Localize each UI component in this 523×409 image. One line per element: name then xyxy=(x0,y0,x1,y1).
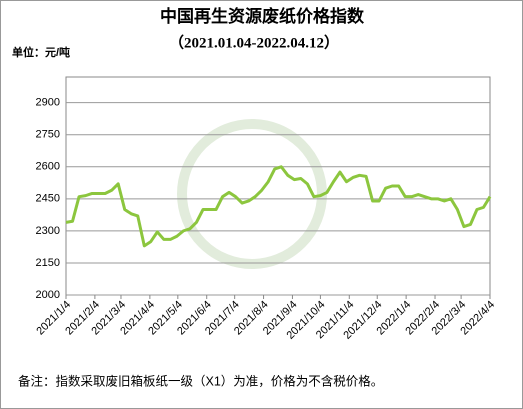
y-tick-label: 2000 xyxy=(36,289,60,301)
series-line xyxy=(65,165,492,248)
y-tick-label: 2150 xyxy=(36,257,60,269)
chart-title: 中国再生资源废纸价格指数 xyxy=(160,6,365,26)
unit-label: 单位：元/吨 xyxy=(12,45,70,59)
y-tick-label: 2300 xyxy=(36,225,60,237)
y-tick-label: 2750 xyxy=(36,129,60,141)
y-tick-label: 2600 xyxy=(36,161,60,173)
y-tick-label: 2900 xyxy=(36,97,60,109)
y-tick-label: 2450 xyxy=(36,193,60,205)
footnote: 备注：指数采取废旧箱板纸一级（X1）为准，价格为不含税价格。 xyxy=(18,373,383,388)
chart-subtitle: （2021.01.04-2022.04.12） xyxy=(169,33,339,51)
